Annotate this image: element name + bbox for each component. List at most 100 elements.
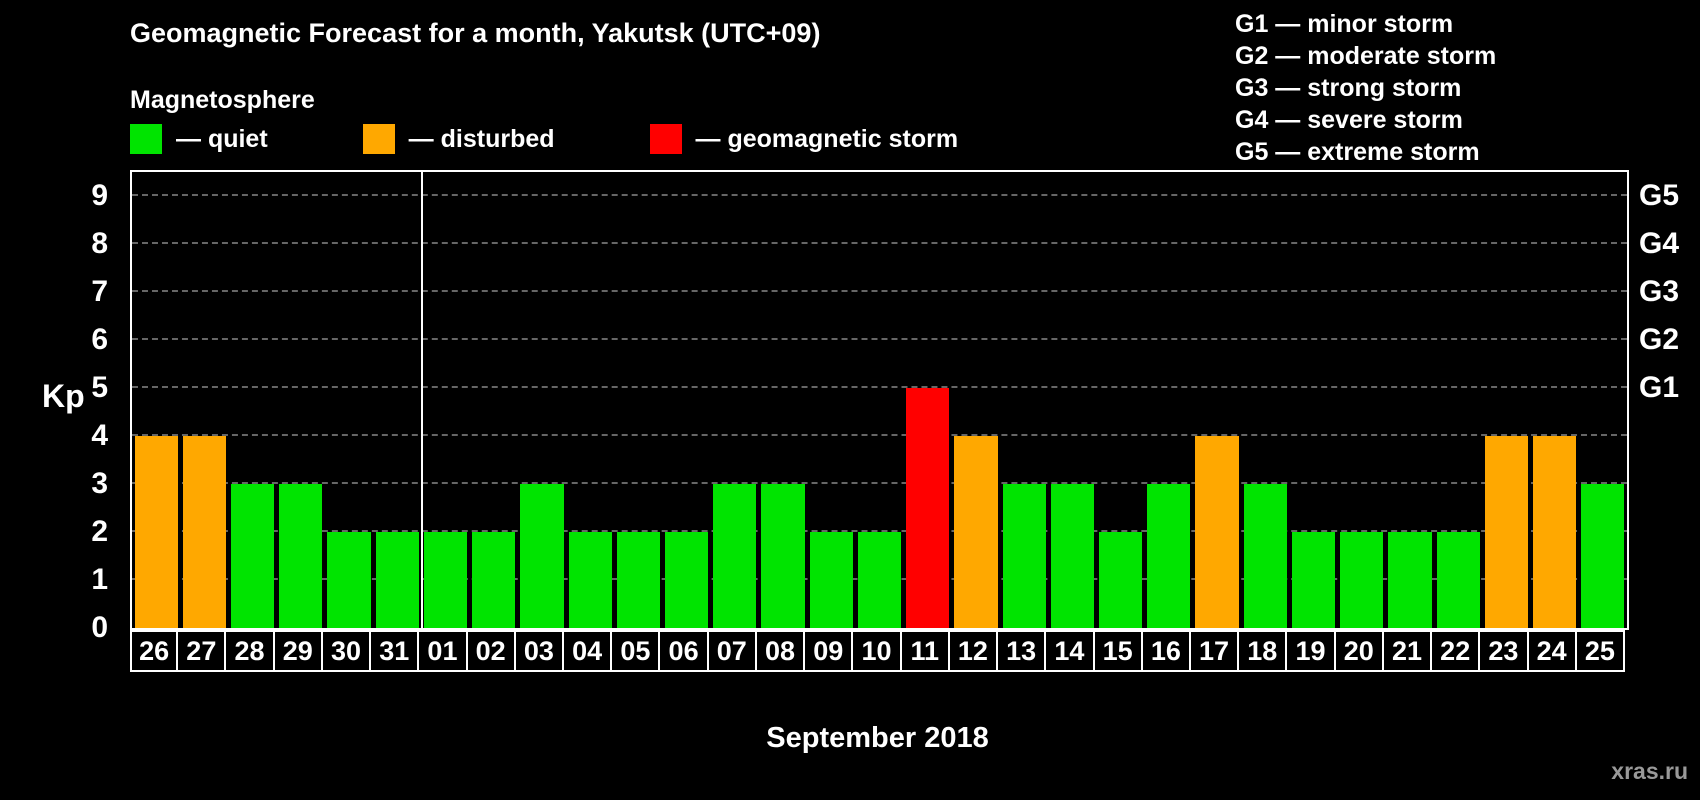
day-label: 24	[1528, 630, 1577, 672]
y-tick-label: 0	[91, 611, 108, 644]
day-label: 10	[853, 630, 902, 672]
day-label: 19	[1287, 630, 1336, 672]
y-tick-label: 1	[91, 563, 108, 596]
day-label: 20	[1335, 630, 1384, 672]
kp-bar	[1050, 484, 1094, 628]
day-label: 06	[660, 630, 709, 672]
kp-bar	[1243, 484, 1287, 628]
day-label: 05	[612, 630, 661, 672]
kp-bar	[520, 484, 564, 628]
plot-area	[130, 170, 1629, 630]
kp-bar	[1436, 532, 1480, 628]
legend-label-disturbed: — disturbed	[408, 124, 555, 153]
page-title: Geomagnetic Forecast for a month, Yakuts…	[130, 18, 821, 48]
y-tick-label: 4	[91, 419, 108, 452]
day-label: 30	[322, 630, 372, 672]
y-tick-label: 5	[91, 371, 108, 404]
g-tick-label: G2	[1639, 323, 1680, 356]
kp-bar	[857, 532, 902, 628]
kp-bar	[568, 532, 612, 628]
day-label: 12	[949, 630, 999, 672]
kp-bar	[1581, 484, 1625, 628]
kp-bar	[134, 436, 178, 628]
gridline-kp-3	[132, 482, 1627, 484]
gridline-kp-4	[132, 434, 1627, 436]
magnetosphere-label: Magnetosphere	[130, 86, 315, 114]
month-boundary-line	[421, 172, 424, 628]
g-tick-label: G1	[1639, 371, 1680, 404]
kp-bar	[230, 484, 275, 628]
g-scale-legend-line: G3 — strong storm	[1235, 74, 1462, 102]
day-label: 16	[1142, 630, 1191, 672]
kp-bar	[1099, 532, 1143, 628]
y-tick-label: 7	[91, 275, 108, 308]
kp-bar	[1291, 532, 1336, 628]
kp-bar	[954, 436, 998, 628]
day-label: 29	[274, 630, 323, 672]
day-label: 02	[467, 630, 516, 672]
day-label: 01	[419, 630, 468, 672]
g-scale-legend-line: G5 — extreme storm	[1235, 138, 1480, 166]
status-legend: — quiet — disturbed — geomagnetic storm	[130, 124, 1053, 154]
legend-label-quiet: — quiet	[176, 124, 268, 153]
kp-bar	[375, 532, 419, 628]
day-label: 17	[1190, 630, 1240, 672]
watermark: xras.ru	[1611, 758, 1688, 784]
kp-bar	[1388, 532, 1432, 628]
kp-bar	[327, 532, 371, 628]
legend-item-quiet: — quiet	[130, 124, 268, 154]
quiet-color-swatch	[130, 124, 162, 154]
y-tick-label: 3	[91, 467, 108, 500]
y-axis: 0 1 2 3 4 5 6 7 8 9	[0, 172, 122, 644]
gridline-kp-2	[132, 530, 1627, 532]
day-label: 04	[564, 630, 613, 672]
kp-bar	[1340, 532, 1384, 628]
y-tick-label: 9	[91, 179, 108, 212]
day-label: 13	[998, 630, 1047, 672]
day-label: 28	[226, 630, 275, 672]
day-label: 14	[1046, 630, 1095, 672]
kp-bar	[279, 484, 323, 628]
g-axis: G1 G2 G3 G4 G5	[1639, 172, 1699, 628]
gridline-kp-8	[132, 242, 1627, 244]
kp-bar	[423, 532, 468, 628]
g-tick-label: G4	[1639, 227, 1680, 260]
legend-item-storm: — geomagnetic storm	[649, 124, 959, 154]
gridline-kp-5	[132, 386, 1627, 388]
kp-bar	[616, 532, 660, 628]
day-label: 18	[1239, 630, 1288, 672]
day-label: 23	[1480, 630, 1529, 672]
day-label: 31	[371, 630, 420, 672]
day-label: 26	[130, 630, 179, 672]
g-scale-legend-line: G1 — minor storm	[1235, 10, 1454, 38]
disturbed-color-swatch	[362, 124, 395, 154]
kp-bar	[906, 388, 950, 628]
kp-bar	[664, 532, 709, 628]
gridline-kp-6	[132, 338, 1627, 340]
day-label: 27	[178, 630, 227, 672]
day-label: 22	[1432, 630, 1481, 672]
legend-label-storm: — geomagnetic storm	[695, 124, 959, 153]
kp-bar	[472, 532, 516, 628]
day-label: 25	[1576, 630, 1625, 672]
y-tick-label: 2	[91, 515, 108, 548]
kp-bar	[713, 484, 757, 628]
g-scale-legend: G1 — minor storm G2 — moderate storm G3 …	[1235, 8, 1496, 168]
kp-bar	[1195, 436, 1239, 628]
g-tick-label: G5	[1639, 179, 1680, 212]
kp-bar	[1484, 436, 1529, 628]
g-scale-legend-line: G4 — severe storm	[1235, 106, 1463, 134]
x-axis-title: September 2018	[766, 722, 989, 754]
kp-bar	[761, 484, 805, 628]
g-tick-label: G3	[1639, 275, 1680, 308]
y-tick-label: 8	[91, 227, 108, 260]
kp-bar	[809, 532, 853, 628]
kp-bar	[182, 436, 226, 628]
legend-item-disturbed: — disturbed	[362, 124, 555, 154]
y-tick-label: 6	[91, 323, 108, 356]
day-label: 11	[901, 630, 950, 672]
g-scale-legend-line: G2 — moderate storm	[1235, 42, 1497, 70]
day-label: 15	[1094, 630, 1143, 672]
day-label: 08	[756, 630, 806, 672]
